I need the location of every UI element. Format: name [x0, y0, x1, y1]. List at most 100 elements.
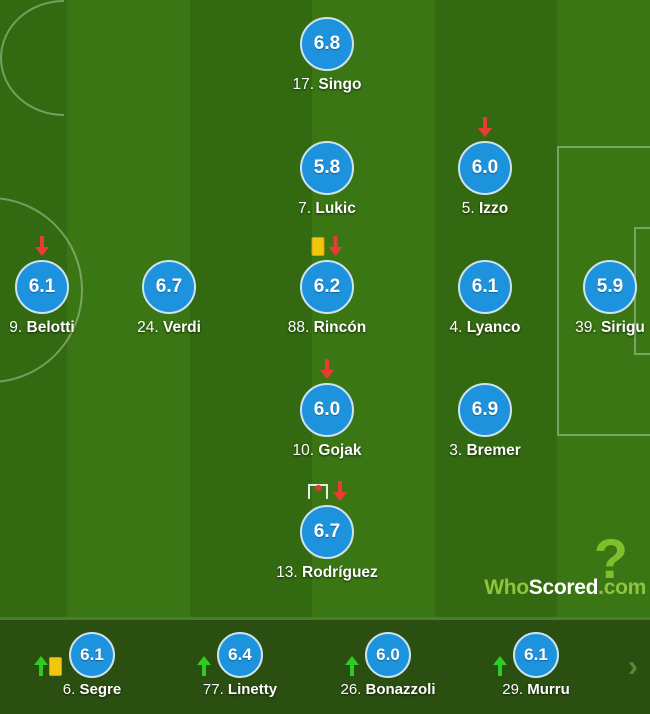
player-shirt-number: 13.: [276, 564, 303, 581]
player-surname: Rincón: [313, 319, 367, 336]
player-name-label: 88. Rincón: [252, 319, 402, 337]
substitute-token[interactable]: 6.0 26. Bonazzoli: [313, 632, 463, 698]
substitute-rating-badge[interactable]: 6.1: [513, 632, 559, 678]
player-token[interactable]: 6.8 17. Singo: [252, 17, 402, 94]
player-badge-wrap: 5.9: [535, 260, 650, 316]
player-shirt-number: 7.: [298, 200, 316, 217]
penalty-box-marking: [557, 146, 650, 436]
substitute-surname: Linetty: [227, 681, 278, 698]
player-token[interactable]: 5.8 7. Lukic: [252, 141, 402, 218]
player-rating-badge[interactable]: 6.7: [300, 505, 354, 559]
player-shirt-number: 88.: [287, 319, 314, 336]
player-surname: Gojak: [318, 442, 362, 459]
player-name-label: 3. Bremer: [410, 442, 560, 460]
substitute-name-label: 77. Linetty: [165, 681, 315, 698]
substitute-badge-wrap: 6.1: [17, 632, 167, 680]
substitute-badge-wrap: 6.0: [313, 632, 463, 680]
player-rating-badge[interactable]: 6.1: [458, 260, 512, 314]
player-name-label: 39. Sirigu: [535, 319, 650, 337]
player-surname: Bremer: [466, 442, 521, 459]
player-shirt-number: 3.: [449, 442, 467, 459]
substitute-token[interactable]: 6.4 77. Linetty: [165, 632, 315, 698]
player-token[interactable]: 6.7 13. Rodríguez: [252, 481, 402, 582]
player-event-icons: [311, 234, 343, 258]
player-event-icons: [35, 234, 49, 258]
player-token[interactable]: 6.2 88. Rincón: [252, 236, 402, 337]
player-rating-badge[interactable]: 5.8: [300, 141, 354, 195]
player-rating-badge[interactable]: 6.1: [15, 260, 69, 314]
player-event-icons: [320, 357, 334, 381]
player-badge-wrap: 6.8: [252, 17, 402, 73]
substitute-surname: Bonazzoli: [365, 681, 436, 698]
bench-divider: [0, 617, 650, 620]
player-surname: Verdi: [162, 319, 201, 336]
player-badge-wrap: 6.1: [0, 236, 117, 316]
substitute-shirt-number: 77.: [202, 681, 228, 698]
yellow-card-icon: [311, 236, 325, 256]
player-badge-wrap: 6.9: [410, 383, 560, 439]
player-shirt-number: 5.: [461, 200, 479, 217]
player-badge-wrap: 5.8: [252, 141, 402, 197]
substitute-token[interactable]: 6.1 6. Segre: [17, 632, 167, 698]
player-rating-badge[interactable]: 6.7: [142, 260, 196, 314]
substitute-event-icons: [345, 656, 359, 676]
sub-on-icon: [493, 656, 507, 676]
player-badge-wrap: 6.7: [94, 260, 244, 316]
substitute-surname: Murru: [527, 681, 570, 698]
substitute-event-icons: [34, 656, 62, 676]
player-surname: Lukic: [315, 200, 356, 217]
player-rating-badge[interactable]: 6.8: [300, 17, 354, 71]
player-token[interactable]: 6.9 3. Bremer: [410, 383, 560, 460]
substitute-rating-badge[interactable]: 6.4: [217, 632, 263, 678]
player-event-icons: [307, 479, 347, 503]
player-token[interactable]: 6.7 24. Verdi: [94, 260, 244, 337]
substitute-shirt-number: 29.: [502, 681, 528, 698]
substitute-token[interactable]: 6.1 29. Murru: [461, 632, 611, 698]
player-badge-wrap: 6.0: [410, 117, 560, 197]
player-rating-badge[interactable]: 6.0: [458, 141, 512, 195]
player-token[interactable]: 6.0 5. Izzo: [410, 117, 560, 218]
player-name-label: 24. Verdi: [94, 319, 244, 337]
player-surname: Rodríguez: [302, 564, 378, 581]
player-surname: Izzo: [478, 200, 509, 217]
player-rating-badge[interactable]: 6.0: [300, 383, 354, 437]
substitute-event-icons: [197, 656, 211, 676]
player-shirt-number: 17.: [292, 76, 319, 93]
substitute-badge-wrap: 6.4: [165, 632, 315, 680]
substitute-name-label: 6. Segre: [17, 681, 167, 698]
substitute-shirt-number: 26.: [340, 681, 366, 698]
player-token[interactable]: 6.1 9. Belotti: [0, 236, 117, 337]
substitute-name-label: 29. Murru: [461, 681, 611, 698]
sub-on-icon: [34, 656, 48, 676]
player-name-label: 17. Singo: [252, 76, 402, 94]
substitute-rating-badge[interactable]: 6.0: [365, 632, 411, 678]
player-badge-wrap: 6.2: [252, 236, 402, 316]
player-badge-wrap: 6.7: [252, 481, 402, 561]
player-token[interactable]: 6.1 4. Lyanco: [410, 260, 560, 337]
bench-next-chevron-icon[interactable]: ›: [628, 650, 638, 683]
player-surname: Belotti: [26, 319, 75, 336]
player-name-label: 9. Belotti: [0, 319, 117, 337]
player-event-icons: [478, 115, 492, 139]
pitch-stripe-2: [190, 0, 312, 617]
substitute-name-label: 26. Bonazzoli: [313, 681, 463, 698]
player-badge-wrap: 6.1: [410, 260, 560, 316]
player-name-label: 5. Izzo: [410, 200, 560, 218]
player-rating-badge[interactable]: 6.9: [458, 383, 512, 437]
player-rating-badge[interactable]: 5.9: [583, 260, 637, 314]
yellow-card-icon: [49, 656, 62, 676]
player-shirt-number: 39.: [575, 319, 601, 336]
player-rating-badge[interactable]: 6.2: [300, 260, 354, 314]
player-name-label: 13. Rodríguez: [252, 564, 402, 582]
sub-off-icon: [328, 236, 343, 256]
substitute-rating-badge[interactable]: 6.1: [69, 632, 115, 678]
player-shirt-number: 24.: [137, 319, 163, 336]
pitch: 6.8 17. Singo 5.8 7. Lukic 6.0 5. Izzo 6.1 9. B…: [0, 0, 650, 617]
player-badge-wrap: 6.0: [252, 359, 402, 439]
player-shirt-number: 10.: [292, 442, 319, 459]
player-token[interactable]: 5.9 39. Sirigu: [535, 260, 650, 337]
sub-off-icon: [478, 117, 492, 137]
goal-icon: [307, 482, 329, 500]
player-token[interactable]: 6.0 10. Gojak: [252, 359, 402, 460]
